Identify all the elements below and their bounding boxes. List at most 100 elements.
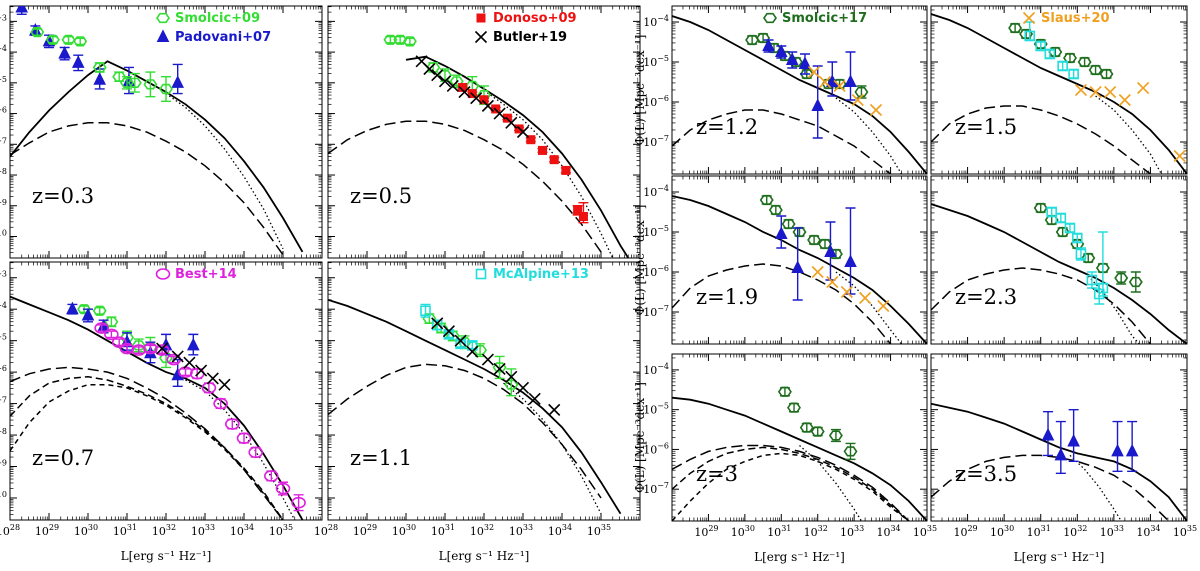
total-lf-curve <box>10 60 304 253</box>
data-point <box>156 342 169 355</box>
model-curves <box>931 402 1187 521</box>
error-bar <box>845 442 856 461</box>
legend-label: Butler+19 <box>493 30 567 45</box>
panel-frame <box>930 5 1188 175</box>
data-point <box>516 381 530 394</box>
data-point <box>549 155 559 165</box>
data-point <box>58 46 71 59</box>
y-tick-label: 10−7 <box>643 134 669 149</box>
data-point <box>818 238 832 250</box>
y-tick-label: 10−7 <box>643 481 669 496</box>
data-point <box>844 74 857 87</box>
data-point <box>781 218 796 230</box>
dotted-curve <box>483 89 614 258</box>
error-bar <box>180 368 191 376</box>
x-tick-label: 1029 <box>953 524 977 539</box>
model-curves <box>672 15 927 174</box>
y-tick-label: 10−5 <box>643 54 669 69</box>
error-bar <box>1057 61 1068 71</box>
data-point <box>791 260 804 273</box>
data-point <box>1063 52 1077 64</box>
data-point <box>171 75 185 88</box>
data-point <box>466 340 478 351</box>
data-point <box>828 430 843 441</box>
data-point <box>111 336 127 349</box>
panel-8: 10−7 10−6 10−5 10−4 1029 1030 1031 1032 1033 1034… <box>633 353 937 564</box>
data-point <box>431 319 443 331</box>
data-point <box>1088 64 1103 76</box>
data-point <box>774 44 788 57</box>
panel-3: 1028 1029 1030 1031 1032 1033 1034 1035 L[erg s⁻… <box>314 261 641 563</box>
error-bar <box>145 344 156 353</box>
data-point <box>785 52 799 65</box>
series-padovani-07 <box>774 207 857 301</box>
dotted-curve <box>835 97 903 174</box>
data-point <box>798 56 812 69</box>
data-point <box>1137 81 1150 95</box>
x-tick-label: 1033 <box>191 523 215 538</box>
data-point <box>458 82 468 92</box>
total-lf-curve <box>672 195 927 344</box>
data-point <box>1033 38 1048 50</box>
y-tick-label: 10−6 <box>643 94 669 109</box>
data-point <box>1173 149 1186 163</box>
model-curves <box>328 298 622 515</box>
x-tick-label: 1033 <box>1100 524 1124 539</box>
model-curves <box>672 396 927 521</box>
data-point <box>73 36 88 47</box>
data-point <box>92 62 107 73</box>
data-point <box>423 62 436 76</box>
legend-label: McAlpine+13 <box>493 267 589 282</box>
data-point <box>81 307 95 321</box>
data-point <box>94 322 109 334</box>
data-point <box>71 55 85 68</box>
y-tick-label: 10−9 <box>0 198 7 213</box>
data-point <box>811 265 824 279</box>
data-point <box>1033 202 1048 214</box>
ticks <box>327 6 641 259</box>
data-point <box>458 85 471 99</box>
data-point <box>1057 60 1068 72</box>
x-tick-label: 1030 <box>990 524 1014 539</box>
series-butler-19 <box>156 342 231 391</box>
dotted-curve <box>503 382 602 514</box>
x-tick-label: 1029 <box>35 523 59 538</box>
panel-6: 10−7 10−6 10−5 10−4 Φ(L) [Mpc⁻³dex⁻¹] z=1.9 <box>633 175 928 345</box>
data-point <box>470 92 483 105</box>
y-tick-label: 10−9 <box>0 459 7 474</box>
data-point <box>833 79 846 93</box>
data-point <box>818 75 832 89</box>
error-bar <box>1130 271 1141 293</box>
ticks <box>930 6 1188 174</box>
data-point <box>120 77 134 88</box>
error-bar <box>145 71 156 98</box>
data-point <box>851 93 864 107</box>
data-point <box>1064 222 1076 234</box>
error-bar <box>122 344 132 353</box>
legend-marker <box>763 12 777 24</box>
series-smolcic-17 <box>777 386 858 461</box>
x-tick-label: 1034 <box>548 523 572 538</box>
y-tick-label: 10−6 <box>643 441 669 456</box>
y-tick-label: 10−7 <box>0 396 7 411</box>
redshift-label: z=0.3 <box>32 184 94 208</box>
data-point <box>810 426 825 437</box>
y-tick-label: 10−5 <box>0 333 7 348</box>
series-smolcic-17 <box>759 194 843 260</box>
data-point <box>745 34 760 46</box>
y-tick-label: 10−8 <box>0 167 7 182</box>
data-point <box>1071 232 1083 244</box>
data-point <box>1068 68 1079 80</box>
data-point <box>768 204 783 216</box>
data-point <box>92 305 107 316</box>
series-slaus-20 <box>808 65 883 117</box>
redshift-label: z=3 <box>696 462 738 486</box>
dashed-curve <box>328 120 602 253</box>
series-butler-19 <box>431 317 561 416</box>
data-point <box>756 32 771 44</box>
data-point <box>807 234 822 246</box>
data-point <box>171 350 184 363</box>
error-bar <box>1086 271 1097 289</box>
data-point <box>30 26 45 38</box>
redshift-label: z=1.9 <box>696 285 758 309</box>
